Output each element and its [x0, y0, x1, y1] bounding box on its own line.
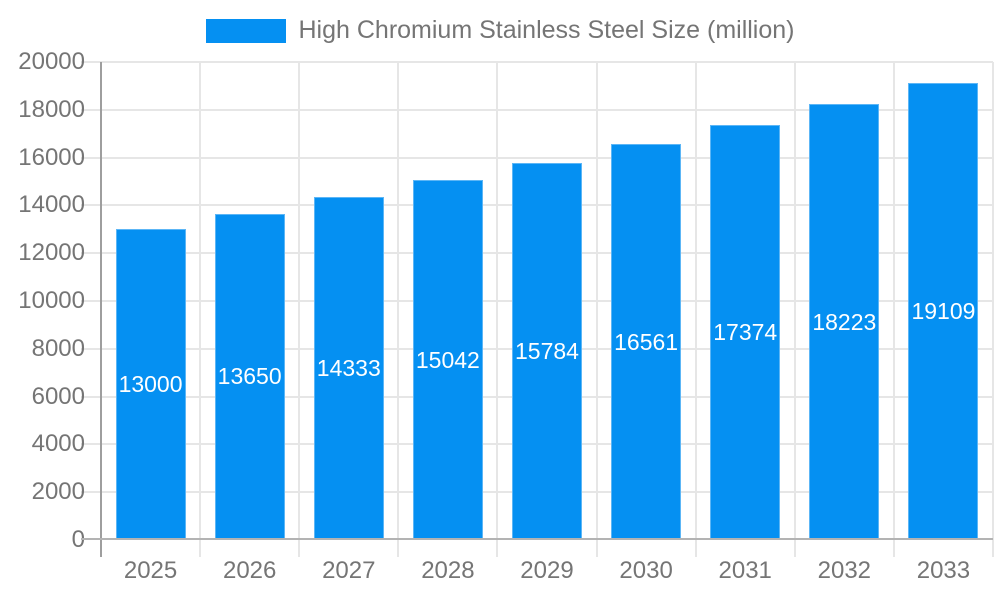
x-tick-label: 2026	[222, 557, 277, 584]
y-tick-label: 4000	[31, 430, 85, 458]
gridline-vertical	[892, 62, 895, 557]
bar[interactable]: 15042	[412, 180, 483, 540]
x-tick-label: 2033	[916, 557, 971, 584]
bar-value-label: 13000	[118, 371, 183, 398]
gridline-vertical	[397, 62, 400, 557]
x-axis-line	[81, 538, 993, 540]
bar[interactable]: 16561	[611, 144, 682, 540]
bar-value-label: 15784	[515, 337, 579, 364]
gridline-horizontal	[81, 61, 993, 63]
bar-value-label: 14333	[316, 355, 381, 382]
gridline-vertical	[992, 62, 994, 557]
y-tick-label: 14000	[18, 191, 85, 219]
gridline-vertical	[298, 62, 301, 557]
bar[interactable]: 15784	[512, 162, 582, 540]
gridline-vertical	[595, 62, 598, 557]
bar-value-label: 15042	[415, 346, 480, 373]
bar-value-label: 19109	[911, 298, 976, 325]
bar[interactable]: 14333	[313, 197, 384, 540]
bar[interactable]: 17374	[710, 124, 781, 540]
bar[interactable]: 13000	[115, 229, 186, 540]
x-tick-label: 2032	[817, 557, 872, 584]
x-tick-label: 2028	[421, 557, 475, 584]
y-tick-label: 6000	[31, 382, 85, 410]
y-tick-label: 10000	[18, 287, 85, 314]
y-tick-label: 8000	[31, 334, 85, 362]
bar[interactable]: 18223	[809, 104, 880, 540]
x-tick-label: 2031	[718, 557, 772, 584]
y-tick-label: 20000	[18, 48, 85, 75]
bar-value-label: 18223	[812, 308, 877, 335]
gridline-horizontal	[81, 156, 993, 159]
x-tick-label: 2025	[123, 557, 178, 584]
gridline-horizontal	[81, 108, 993, 111]
gridline-vertical	[694, 62, 697, 557]
y-tick-label: 16000	[18, 143, 85, 171]
gridline-vertical	[496, 62, 499, 557]
legend-label: High Chromium Stainless Steel Size (mill…	[298, 16, 795, 44]
chart-legend: High Chromium Stainless Steel Size (mill…	[0, 16, 1000, 45]
bar[interactable]: 19109	[908, 83, 979, 540]
plot-area: 0 2000 4000 6000 8000 10000 12000 14000 16000 180…	[18, 48, 994, 584]
y-tick-label: 2000	[31, 478, 85, 506]
y-tick-label: 12000	[18, 239, 85, 267]
x-tick-label: 2029	[520, 557, 574, 584]
gridline-vertical	[793, 62, 796, 557]
x-tick-label: 2027	[322, 557, 376, 584]
y-tick-label: 18000	[18, 95, 85, 123]
y-tick-label: 0	[71, 526, 85, 553]
legend-swatch-icon	[205, 18, 286, 43]
bar[interactable]: 13650	[214, 213, 285, 540]
x-tick-label: 2030	[619, 557, 673, 584]
y-axis-line	[100, 62, 102, 557]
bar-value-label: 13650	[217, 363, 282, 390]
gridline-vertical	[199, 62, 202, 557]
bar-value-label: 16561	[614, 328, 679, 355]
bar-value-label: 17374	[713, 318, 778, 345]
